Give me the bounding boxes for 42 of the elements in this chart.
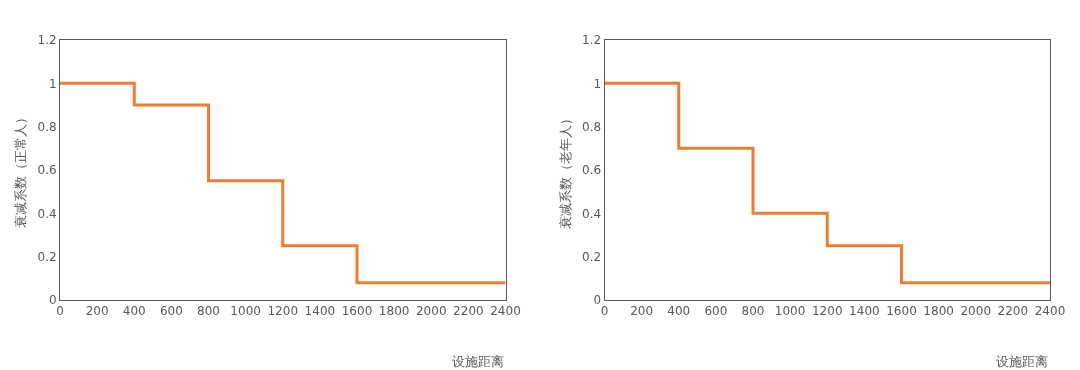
x-tick-label: 2400 — [490, 304, 521, 319]
x-tick-label: 2400 — [1034, 304, 1066, 319]
x-tick-label: 1400 — [304, 304, 336, 319]
y-axis-title: 衰减系数（正常人） — [13, 111, 29, 229]
x-axis-title: 设施距离 — [996, 354, 1048, 369]
x-tick-label: 800 — [197, 304, 220, 319]
x-tick-label: 800 — [741, 304, 765, 319]
x-tick-label: 1800 — [378, 304, 410, 319]
x-tick-label: 1800 — [923, 304, 954, 319]
x-tick-label: 600 — [704, 304, 728, 319]
x-axis-title: 设施距离 — [452, 354, 504, 369]
y-tick-label: 0.4 — [582, 206, 602, 221]
x-tick-label: 2200 — [997, 304, 1029, 319]
y-tick-label: 1 — [593, 76, 602, 91]
x-tick-label: 2000 — [415, 304, 447, 319]
y-tick-label: 0.2 — [37, 249, 57, 264]
x-tick-label: 1400 — [849, 304, 880, 319]
y-tick-label: 0.8 — [582, 119, 602, 134]
y-axis-title: 衰减系数（老年人） — [557, 111, 573, 229]
y-tick-label: 1 — [48, 76, 57, 91]
x-tick-label: 1200 — [811, 304, 843, 319]
y-tick-label: 0 — [593, 293, 602, 308]
x-tick-label: 2200 — [453, 304, 484, 319]
x-tick-label: 1600 — [886, 304, 917, 319]
y-tick-label: 0.4 — [37, 206, 57, 221]
y-tick-label: 0.6 — [37, 163, 57, 178]
y-tick-label: 1.2 — [582, 33, 602, 48]
x-tick-label: 1200 — [267, 304, 299, 319]
x-tick-label: 2000 — [960, 304, 992, 319]
y-tick-label: 0.6 — [582, 163, 602, 178]
x-tick-label: 1000 — [230, 304, 261, 319]
x-tick-label: 600 — [159, 304, 183, 319]
x-tick-label: 200 — [85, 304, 109, 319]
x-tick-label: 200 — [630, 304, 654, 319]
y-tick-label: 0.8 — [37, 119, 57, 134]
y-tick-label: 1.2 — [37, 33, 57, 48]
x-tick-label: 400 — [667, 304, 691, 319]
y-tick-label: 0 — [48, 293, 57, 308]
x-tick-label: 1600 — [341, 304, 373, 319]
x-tick-label: 400 — [122, 304, 146, 319]
y-tick-label: 0.2 — [582, 249, 602, 264]
x-tick-label: 1000 — [774, 304, 806, 319]
